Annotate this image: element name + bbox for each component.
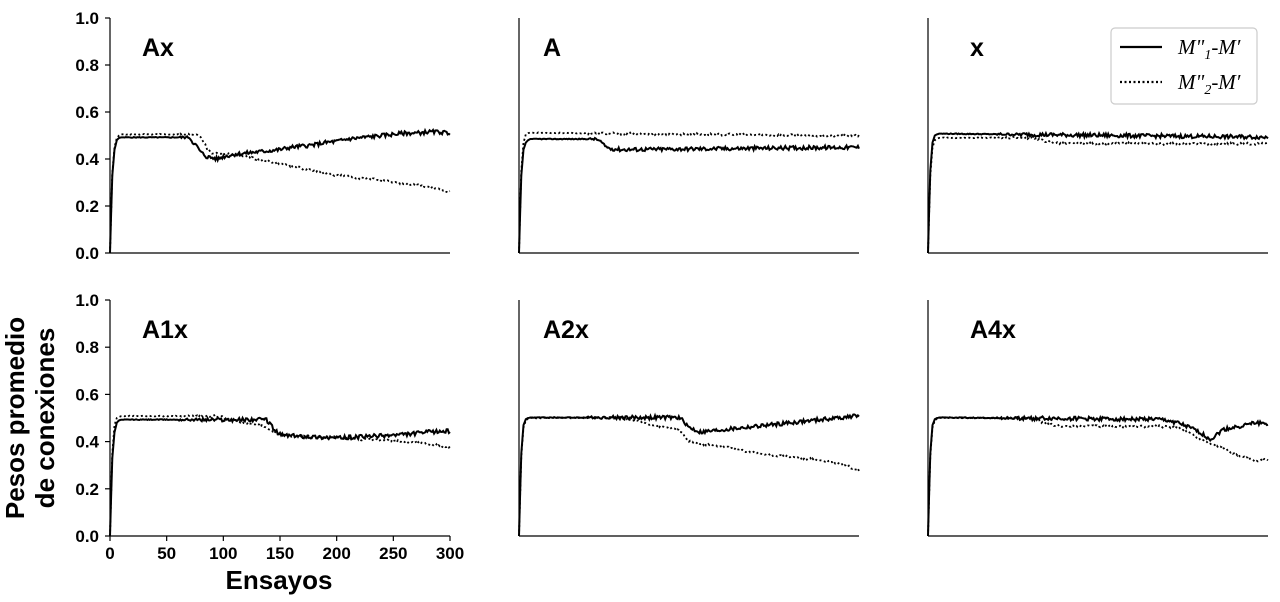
x-tick-label: 150 [266,544,294,563]
x-tick-label: 100 [209,544,237,563]
y-tick-label: 0.0 [75,244,99,263]
panel-title: x [970,34,984,62]
series-line-solid [927,130,1269,254]
panel-a1x: 0.0 0.2 0.4 0.6 0.8 1.0 0 50 100 150 200 250 300 A1x [75,291,464,563]
panel-a: A [518,18,860,254]
y-axis-label-line-2: de conexiones [30,328,60,509]
panel-a2x: A2x [518,300,860,537]
y-tick-label: 0.4 [75,433,99,452]
x-tick-label: 200 [322,544,350,563]
series-line-solid [518,412,860,537]
series-line-solid [927,414,1269,537]
panel-a4x: A4x [927,300,1269,537]
series-line-solid [109,415,451,537]
x-tick-label: 250 [379,544,407,563]
y-tick-label: 0.4 [75,150,99,169]
legend-solid-label: M"1-M′ [1177,35,1241,63]
y-axis-label-line-1: Pesos promedio [0,317,30,519]
panel-x: x [927,18,1269,254]
y-tick-label: 0.0 [75,527,99,546]
y-tick-label: 1.0 [75,291,99,310]
y-tick-label: 1.0 [75,9,99,28]
y-tick-label: 0.8 [75,338,99,357]
panel-ax: 0.0 0.2 0.4 0.6 0.8 1.0 Ax [75,9,451,263]
y-tick-label: 0.8 [75,56,99,75]
y-tick-label: 0.6 [75,103,99,122]
series-line-dotted [927,415,1269,537]
series-line-dotted [518,415,860,537]
x-tick-label: 300 [436,544,464,563]
y-tick-label: 0.2 [75,480,99,499]
legend-dotted-label: M"2-M′ [1177,70,1241,98]
x-tick-label: 50 [157,544,176,563]
y-tick-label: 0.2 [75,197,99,216]
series-line-solid [109,127,451,254]
panel-title: A4x [970,316,1016,344]
y-tick-label: 0.6 [75,385,99,404]
series-line-dotted [109,132,451,254]
series-line-dotted [518,131,860,254]
panel-title: A2x [543,316,589,344]
series-line-dotted [927,135,1269,254]
panel-title: Ax [142,34,174,62]
x-axis-label: Ensayos [226,565,333,595]
x-tick-label: 0 [105,544,114,563]
panel-title: A [543,34,561,62]
series-line-solid [518,136,860,254]
legend: M"1-M′ M"2-M′ [1110,27,1258,105]
panel-title: A1x [142,316,188,344]
